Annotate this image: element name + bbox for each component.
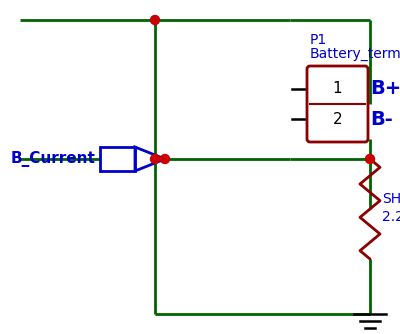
Circle shape [160, 155, 170, 164]
Circle shape [366, 155, 374, 164]
Circle shape [150, 15, 160, 24]
Text: 2: 2 [333, 112, 342, 127]
Text: B_Current: B_Current [11, 151, 96, 167]
Text: P1: P1 [310, 33, 327, 47]
Bar [100, 147, 135, 171]
Circle shape [150, 155, 160, 164]
Text: B+: B+ [370, 79, 400, 98]
Text: 2.2R 5W: 2.2R 5W [382, 210, 400, 224]
Text: 1: 1 [333, 81, 342, 96]
Text: Battery_terminal: Battery_terminal [310, 47, 400, 61]
Text: B-: B- [370, 110, 393, 129]
Text: SHUNT: SHUNT [382, 192, 400, 206]
FancyBboxPatch shape [307, 66, 368, 142]
